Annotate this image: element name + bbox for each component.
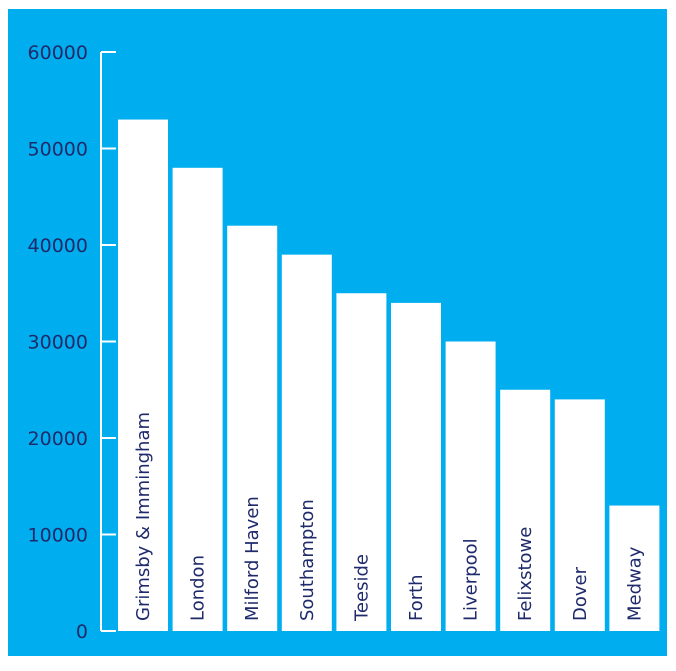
bar <box>172 167 223 632</box>
bar <box>281 254 332 631</box>
bar <box>554 399 605 631</box>
bar <box>118 119 168 632</box>
bar-category-label: London <box>188 555 209 621</box>
y-tick-label: 30000 <box>28 332 88 354</box>
y-tick-label: 20000 <box>28 428 88 450</box>
bar-category-label: Grimsby & Immingham <box>133 412 154 621</box>
bar-category-label: Liverpool <box>461 538 482 621</box>
bars: Grimsby & Immingham London Milford Haven So… <box>118 119 660 632</box>
bar-category-label: Felixstowe <box>515 527 536 621</box>
bar-category-label: Dover <box>570 566 591 621</box>
bar <box>609 505 660 631</box>
bar <box>336 293 387 631</box>
bar-category-label: Milford Haven <box>242 496 263 621</box>
y-tick-label: 40000 <box>28 235 88 257</box>
bar-category-label: Medway <box>624 546 645 621</box>
y-tick-label: 0 <box>76 621 88 643</box>
bar <box>500 389 551 631</box>
bar-category-label: Southampton <box>297 499 318 621</box>
y-tick-label: 60000 <box>28 42 88 64</box>
y-tick-label: 50000 <box>28 139 88 161</box>
bar <box>391 302 441 631</box>
bar <box>445 341 496 631</box>
y-tick-label: 10000 <box>28 525 88 547</box>
bar <box>227 225 278 631</box>
bar-category-label: Forth <box>406 574 427 621</box>
bar-category-label: Teeside <box>351 554 372 622</box>
y-axis: 0 10000 20000 30000 40000 50000 60000 <box>28 42 116 643</box>
